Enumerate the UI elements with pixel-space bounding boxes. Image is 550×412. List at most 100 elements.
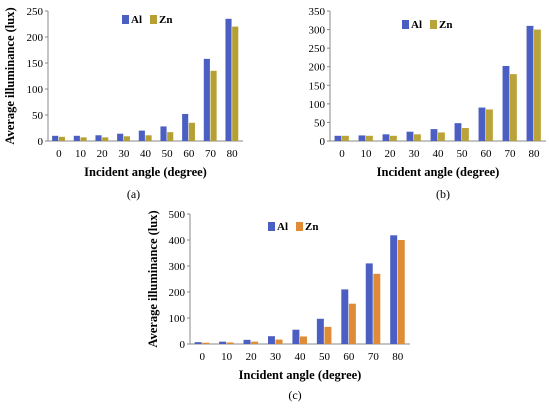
bar-al-10 [73,135,80,141]
bar-zn-50 [462,128,469,141]
bar-zn-0 [58,136,65,141]
bar-zn-70 [510,74,517,141]
bar-al-50 [316,318,324,344]
bar-al-40 [430,129,438,141]
x-tick-label: 60 [183,148,195,160]
bar-zn-30 [414,134,421,141]
y-tick-label: 300 [169,261,186,273]
legend-label-al: Al [131,14,142,26]
x-tick-label: 10 [221,351,233,363]
bar-zn-10 [226,342,234,344]
x-tick-label: 20 [97,148,109,160]
x-tick-label: 0 [339,148,345,160]
bar-zn-70 [210,70,217,141]
x-tick-label: 0 [56,148,62,160]
bar-zn-0 [342,135,349,141]
x-tick-label: 30 [270,351,282,363]
x-tick-label: 70 [205,148,217,160]
legend-label-zn: Zn [159,14,172,26]
x-tick-label: 40 [140,148,152,160]
y-tick-label: 500 [169,209,186,221]
legend-swatch-al [268,222,275,231]
y-tick-label: 150 [27,58,44,70]
bar-zn-60 [348,303,356,344]
y-tick-label: 50 [32,110,44,122]
bar-al-60 [182,113,189,141]
y-axis-title: Average illuminance (lux) [3,7,17,144]
bar-zn-60 [486,109,493,141]
bar-al-80 [225,18,232,141]
y-tick-label: 200 [169,287,186,299]
bar-zn-10 [80,137,87,141]
x-tick-label: 40 [295,351,307,363]
x-axis-title: Incident angle (degree) [84,165,207,179]
bar-al-50 [454,123,462,141]
x-tick-label: 20 [246,351,258,363]
bar-zn-80 [232,26,239,142]
y-tick-label: 0 [320,136,326,148]
legend-label-al: Al [277,221,288,233]
x-tick-label: 40 [433,148,445,160]
panel-caption: (a) [127,187,140,201]
bar-zn-50 [167,132,174,141]
bar-zn-0 [202,342,210,344]
legend-swatch-zn [430,20,437,29]
bar-al-0 [334,135,342,141]
x-tick-label: 10 [361,148,373,160]
bar-zn-50 [324,326,332,344]
x-tick-label: 60 [481,148,493,160]
legend-label-al: Al [411,19,422,31]
x-tick-label: 80 [227,148,239,160]
x-tick-label: 60 [343,351,355,363]
bar-zn-70 [373,273,381,344]
x-tick-label: 0 [199,351,205,363]
bar-al-40 [292,329,300,344]
bar-al-20 [243,339,251,344]
x-tick-label: 70 [505,148,517,160]
legend-swatch-al [402,20,409,29]
bar-zn-80 [534,29,541,142]
x-tick-label: 50 [319,351,331,363]
bar-al-80 [390,235,398,344]
y-tick-label: 150 [309,80,326,92]
bar-al-30 [117,133,124,141]
legend-swatch-zn [296,222,303,231]
bar-zn-40 [438,132,445,141]
bar-al-30 [267,336,275,344]
bar-zn-30 [123,136,130,141]
legend-label-zn: Zn [439,19,452,31]
bar-zn-60 [188,122,195,141]
y-tick-label: 100 [309,99,326,111]
panel-caption: (b) [436,187,450,201]
chart-panel-a: 0 50 100 150 200 250 0 10 20 30 40 50 60 70 80 Al Zn Inci… [3,6,243,201]
bar-al-80 [526,25,534,141]
x-tick-label: 50 [162,148,174,160]
y-tick-label: 250 [309,43,326,55]
bar-al-60 [341,289,349,344]
bar-zn-20 [102,137,109,141]
x-tick-label: 80 [529,148,541,160]
y-tick-label: 50 [314,117,326,129]
bar-zn-10 [366,135,373,141]
y-tick-label: 0 [38,136,44,148]
legend-label-zn: Zn [305,221,318,233]
y-tick-label: 100 [169,313,186,325]
bar-al-40 [138,130,145,141]
bar-al-0 [194,342,202,344]
bar-al-70 [502,65,510,141]
x-tick-label: 50 [457,148,469,160]
x-tick-label: 30 [118,148,130,160]
bar-al-20 [95,135,102,141]
bar-al-70 [203,58,210,142]
bar-al-60 [478,107,486,141]
bar-zn-30 [275,339,283,344]
bar-zn-20 [390,135,397,141]
y-tick-label: 200 [27,32,44,44]
y-tick-label: 0 [180,339,186,351]
x-tick-label: 70 [368,351,380,363]
y-tick-label: 400 [169,235,186,247]
bar-al-30 [406,131,414,141]
bar-al-10 [358,135,366,141]
bar-al-20 [382,134,390,141]
